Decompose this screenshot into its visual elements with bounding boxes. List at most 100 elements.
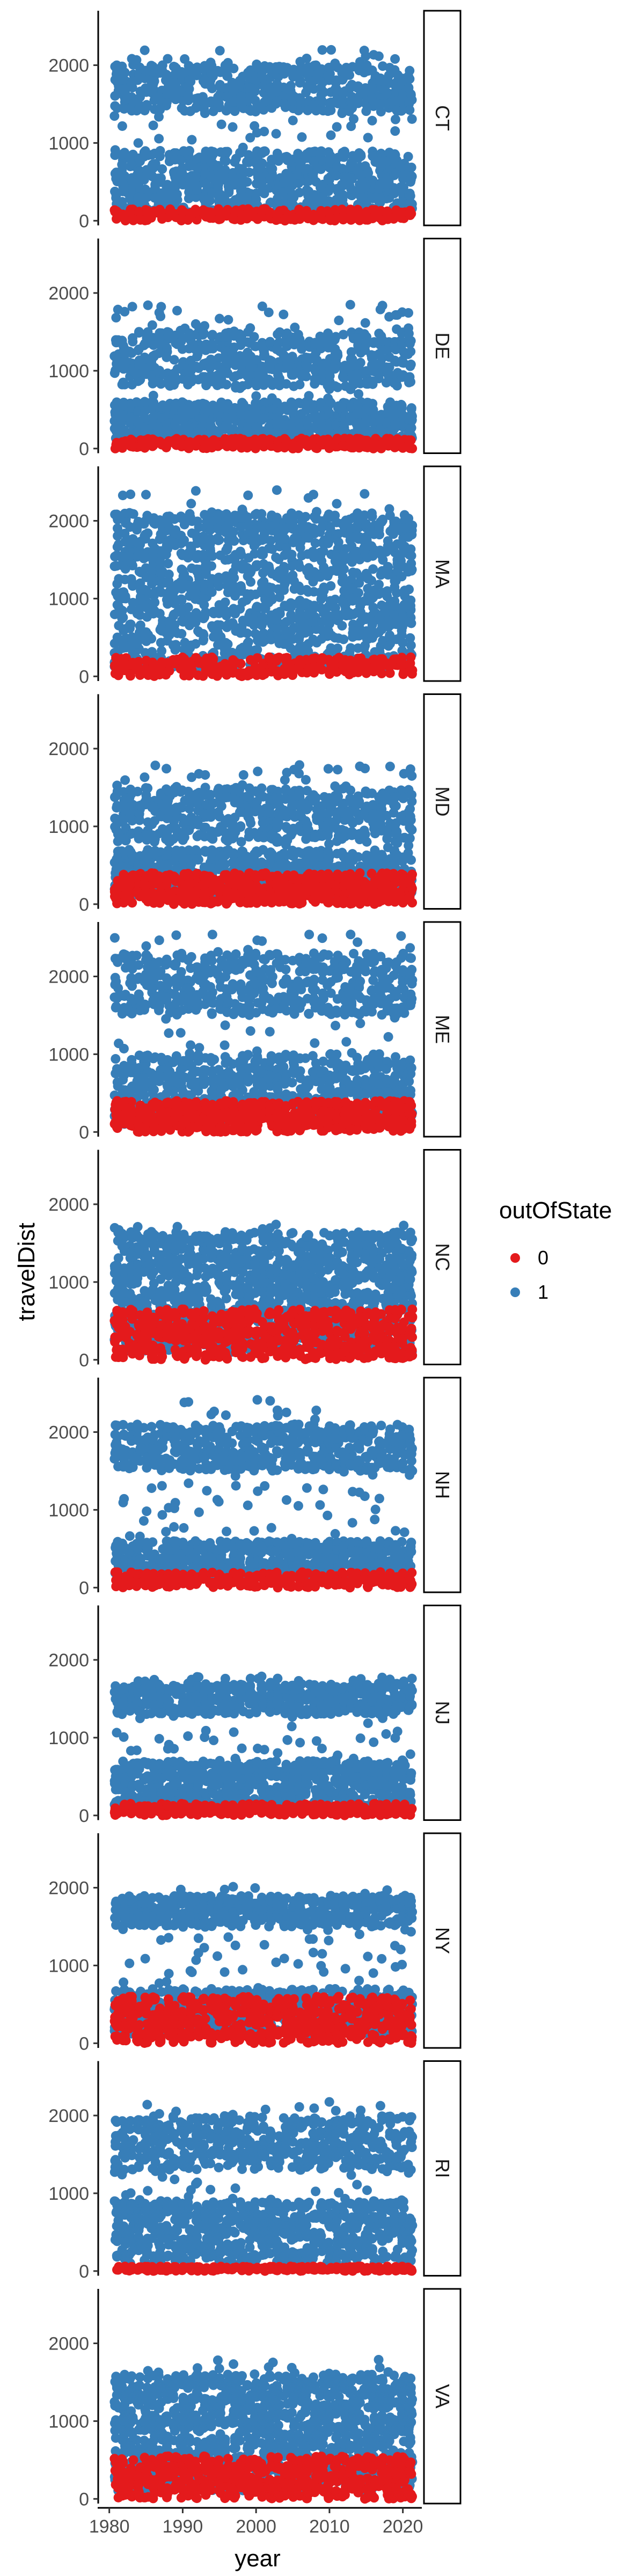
point — [170, 190, 179, 200]
point — [324, 186, 333, 196]
point — [126, 847, 136, 857]
point — [147, 647, 157, 657]
point — [131, 55, 141, 65]
point — [406, 596, 415, 605]
point — [404, 532, 413, 542]
point — [128, 302, 137, 311]
point — [194, 855, 203, 865]
point — [198, 152, 208, 162]
point — [309, 617, 318, 627]
point — [121, 591, 130, 601]
point — [323, 393, 333, 403]
point — [352, 568, 362, 578]
point — [404, 617, 414, 627]
point — [229, 573, 239, 583]
point — [360, 343, 370, 353]
point — [140, 772, 149, 782]
point — [191, 345, 200, 354]
point — [294, 330, 303, 339]
point — [286, 615, 296, 625]
point — [154, 112, 164, 122]
point — [301, 641, 311, 651]
point — [407, 403, 416, 413]
point — [333, 351, 342, 361]
point — [149, 121, 158, 130]
point — [242, 628, 252, 638]
point — [271, 553, 281, 562]
point — [407, 565, 417, 574]
point — [134, 138, 143, 148]
point — [217, 120, 226, 129]
point — [345, 670, 354, 679]
point — [308, 634, 318, 644]
point — [323, 197, 333, 207]
point — [361, 161, 370, 171]
point — [177, 103, 187, 113]
point — [390, 54, 400, 64]
point — [317, 556, 326, 566]
point — [309, 490, 318, 500]
y-tick-label: 1000 — [48, 817, 89, 837]
point — [250, 84, 260, 94]
point — [287, 572, 297, 581]
point — [407, 669, 417, 679]
point — [230, 106, 240, 116]
point — [162, 550, 171, 559]
y-tick-label: 1000 — [48, 361, 89, 382]
point — [117, 160, 127, 170]
point — [352, 626, 362, 636]
point — [126, 810, 135, 819]
point — [178, 835, 188, 845]
point — [389, 619, 398, 629]
point — [243, 348, 252, 357]
point — [213, 510, 223, 519]
point — [397, 403, 407, 413]
point — [170, 640, 179, 650]
point — [404, 584, 414, 594]
point — [147, 566, 157, 575]
point — [169, 655, 178, 665]
point — [191, 179, 200, 188]
point — [236, 659, 246, 669]
point — [404, 414, 413, 424]
point — [169, 209, 178, 218]
point — [397, 630, 407, 640]
point — [228, 122, 238, 132]
point — [250, 332, 259, 342]
points-ma — [109, 485, 417, 681]
point — [148, 159, 158, 169]
point — [374, 52, 384, 61]
point — [390, 65, 399, 75]
point — [200, 609, 210, 619]
point — [117, 614, 127, 624]
point — [125, 153, 135, 163]
point — [317, 361, 327, 370]
point — [193, 517, 202, 526]
point — [257, 341, 266, 351]
point — [150, 760, 160, 770]
point — [191, 103, 201, 113]
point — [200, 321, 209, 331]
y-tick-label: 0 — [79, 667, 89, 687]
point — [250, 121, 259, 131]
point — [267, 164, 277, 174]
point — [177, 565, 187, 574]
point — [301, 512, 310, 522]
point — [213, 671, 222, 681]
point — [265, 357, 274, 367]
point — [224, 188, 233, 197]
point — [264, 308, 274, 317]
point — [133, 787, 142, 796]
point — [325, 408, 334, 418]
point — [191, 845, 201, 855]
point — [286, 215, 296, 224]
facet-panel-ma: 010002000MA — [48, 466, 460, 687]
point — [326, 581, 335, 591]
point — [185, 146, 194, 156]
point — [390, 582, 399, 592]
point — [404, 71, 413, 81]
point — [377, 669, 386, 678]
point — [191, 319, 201, 329]
point — [375, 530, 384, 539]
